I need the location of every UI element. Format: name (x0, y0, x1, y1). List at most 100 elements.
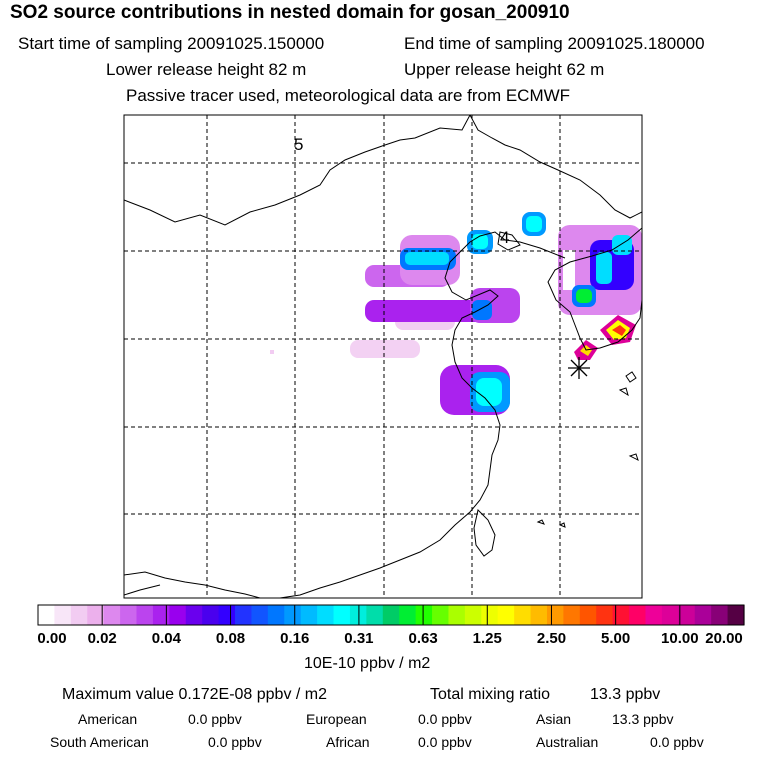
colorbar-cell (103, 605, 121, 625)
colorbar-cell (645, 605, 663, 625)
coastline (558, 522, 566, 528)
plume-cell (405, 252, 449, 265)
colorbar-cell (202, 605, 220, 625)
border-line (124, 115, 471, 226)
colorbar-cell (694, 605, 712, 625)
colorbar-cell (70, 605, 88, 625)
colorbar-tick-label: 2.50 (536, 630, 567, 647)
plume-cell (563, 250, 575, 290)
coastlines (124, 115, 642, 598)
border-line (124, 571, 261, 598)
plume-cell (576, 289, 592, 303)
plume-cell (472, 234, 488, 249)
chart-title: SO2 source contributions in nested domai… (10, 2, 570, 23)
plume-cell (612, 235, 632, 255)
coastline (618, 387, 629, 397)
colorbar-cell (300, 605, 318, 625)
colorbar-cell (38, 605, 56, 625)
upper-release-label: Upper release height 62 m (404, 60, 605, 79)
colorbar-tick-label: 10.00 (661, 630, 699, 647)
colorbar-cell (579, 605, 597, 625)
colorbar-cell (661, 605, 679, 625)
colorbar-cell (284, 605, 302, 625)
colorbar-tick-label: 0.16 (280, 630, 310, 647)
region-name-african: African (326, 734, 370, 750)
colorbar-cell (152, 605, 170, 625)
colorbar-cell (185, 605, 203, 625)
plume-layer (270, 212, 642, 415)
colorbar-tick-label: 0.00 (37, 630, 67, 647)
plume-cell (476, 378, 502, 406)
region-name-american: American (78, 711, 138, 727)
colorbar-cell (415, 605, 433, 625)
colorbar-cell (136, 605, 154, 625)
start-time-label: Start time of sampling 20091025.150000 (18, 34, 325, 53)
colorbar-cell (596, 605, 614, 625)
total-mixing-value: 13.3 ppbv (590, 686, 661, 703)
colorbar-unit: 10E-10 ppbv / m2 (304, 655, 431, 672)
colorbar-cell (530, 605, 548, 625)
colorbar-tick-label: 0.08 (215, 630, 246, 647)
colorbar-cell (563, 605, 581, 625)
colorbar-cell (54, 605, 72, 625)
coastline (547, 227, 642, 351)
colorbar-cell (251, 605, 269, 625)
region-value-american: 0.0 ppbv (188, 711, 242, 727)
colorbar-cells (38, 605, 745, 625)
coastline (473, 509, 496, 557)
colorbar-tick-label: 20.00 (705, 630, 743, 647)
receptor-asterisk-icon (568, 357, 590, 379)
colorbar-cell (87, 605, 105, 625)
colorbar-tick-label: 0.04 (151, 630, 181, 647)
region-value-australian: 0.0 ppbv (650, 734, 704, 750)
colorbar-frame (37, 604, 745, 626)
colorbar-cell (678, 605, 696, 625)
region-name-south-american: South American (50, 734, 149, 750)
border-line (124, 584, 161, 596)
end-time-label: End time of sampling 20091025.180000 (404, 34, 705, 53)
map-frame (123, 114, 643, 599)
colorbar-cell (218, 605, 236, 625)
colorbar-tick-label: 5.00 (601, 630, 631, 647)
colorbar-tick-label: 1.25 (472, 630, 502, 647)
plume-cell (526, 216, 542, 232)
region-name-australian: Australian (536, 734, 599, 750)
plume-cell (350, 340, 420, 358)
plume-cell (612, 325, 626, 336)
colorbar-cell (317, 605, 335, 625)
max-value-label: Maximum value 0.172E-08 ppbv / m2 (62, 686, 328, 703)
coastline (628, 453, 639, 461)
coastline (536, 519, 545, 525)
colorbar-cell (481, 605, 499, 625)
grid-label-5: 5 (294, 135, 303, 154)
total-mixing-label: Total mixing ratio (430, 686, 551, 703)
plume-cell (596, 252, 612, 284)
region-value-african: 0.0 ppbv (418, 734, 472, 750)
region-name-asian: Asian (536, 711, 572, 727)
colorbar-cell (711, 605, 729, 625)
plume-cell (270, 350, 274, 354)
region-value-asian: 13.3 ppbv (612, 711, 674, 727)
grid-lines (124, 115, 642, 598)
colorbar-cell (546, 605, 564, 625)
colorbar-cell (612, 605, 630, 625)
coastline (625, 371, 637, 383)
tracer-note: Passive tracer used, meteorological data… (126, 86, 571, 105)
grid-label-4: 4 (500, 228, 509, 247)
region-value-south-american: 0.0 ppbv (208, 734, 262, 750)
colorbar-cell (120, 605, 138, 625)
colorbar-cell (399, 605, 417, 625)
region-name-european: European (306, 711, 367, 727)
lower-release-label: Lower release height 82 m (106, 60, 307, 79)
colorbar-cell (464, 605, 482, 625)
border-line (469, 115, 642, 219)
colorbar-cell (333, 605, 351, 625)
colorbar-tick-label: 0.31 (344, 630, 374, 647)
colorbar-cell (727, 605, 745, 625)
colorbar-cell (629, 605, 647, 625)
coastline (497, 231, 521, 251)
coastline (279, 231, 566, 598)
colorbar-cell (432, 605, 450, 625)
